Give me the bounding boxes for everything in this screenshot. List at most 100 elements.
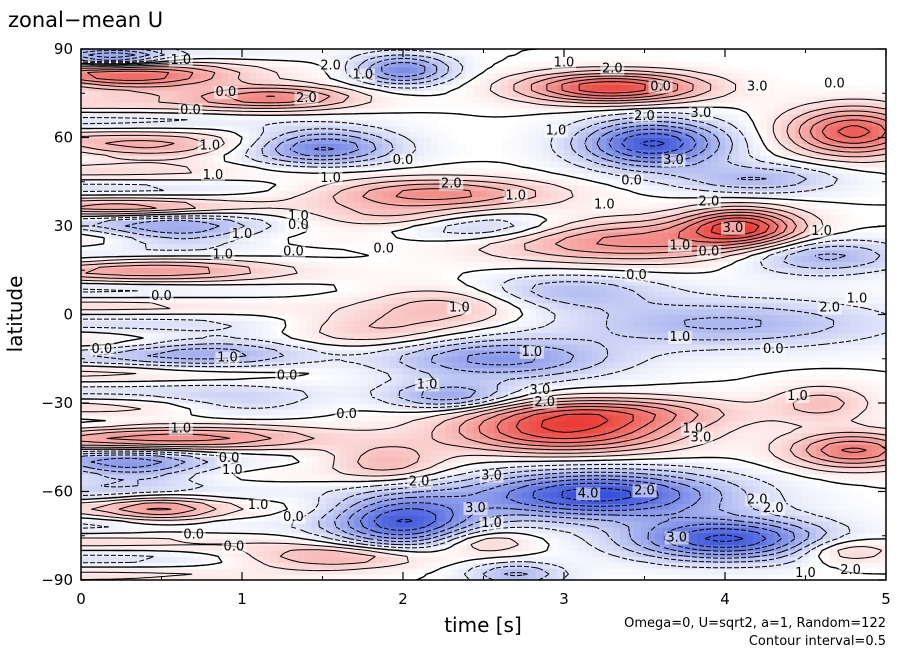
field-cell <box>844 479 852 487</box>
field-cell <box>242 344 250 351</box>
field-cell <box>340 473 348 481</box>
field-cell <box>459 556 467 563</box>
field-cell <box>235 373 243 380</box>
field-cell <box>830 450 838 457</box>
field-cell <box>214 373 222 380</box>
field-cell <box>347 562 355 569</box>
field-cell <box>130 544 138 552</box>
field-cell <box>389 355 397 363</box>
field-cell <box>249 491 257 498</box>
field-cell <box>221 515 229 522</box>
field-cell <box>256 438 264 445</box>
field-cell <box>767 526 775 534</box>
field-cell <box>305 408 313 416</box>
field-cell <box>697 332 705 339</box>
field-cell <box>312 538 320 546</box>
field-cell <box>298 467 306 475</box>
field-cell <box>214 562 222 569</box>
field-cell <box>284 391 292 398</box>
field-cell <box>592 526 600 534</box>
field-cell <box>851 344 859 351</box>
field-cell <box>697 385 705 392</box>
field-cell <box>529 509 537 516</box>
field-cell <box>256 550 264 557</box>
field-cell <box>165 479 173 487</box>
field-cell <box>795 373 803 380</box>
field-cell <box>473 379 481 386</box>
field-cell <box>515 479 523 487</box>
field-cell <box>200 544 208 552</box>
field-cell <box>445 574 453 580</box>
field-cell <box>480 491 488 498</box>
field-cell <box>263 403 271 410</box>
field-cell <box>858 397 866 404</box>
field-cell <box>438 462 446 469</box>
field-cell <box>851 426 859 434</box>
field-cell <box>816 373 824 380</box>
field-cell <box>739 361 747 369</box>
field-cell <box>788 509 796 516</box>
field-cell <box>312 379 320 386</box>
field-cell <box>508 526 516 534</box>
field-cell <box>228 526 236 534</box>
field-cell <box>599 538 607 546</box>
field-cell <box>221 473 229 481</box>
field-cell <box>641 426 649 434</box>
field-cell <box>319 473 327 481</box>
field-cell <box>340 385 348 392</box>
field-cell <box>207 556 215 563</box>
field-cell <box>739 367 747 375</box>
field-cell <box>788 403 796 410</box>
field-cell <box>536 515 544 522</box>
field-cell <box>179 444 187 451</box>
field-cell <box>347 473 355 481</box>
plot-area: 1.0 2.01.00.0 2.00.01.01.00.01.0 2.01.01.00… <box>81 49 886 580</box>
field-cell <box>802 521 810 528</box>
field-cell <box>774 568 782 575</box>
field-cell <box>683 556 691 563</box>
field-cell <box>767 450 775 457</box>
field-cell <box>326 403 334 410</box>
field-cell <box>270 479 278 487</box>
field-cell <box>452 473 460 481</box>
field-cell <box>676 414 684 422</box>
field-cell <box>501 420 509 428</box>
field-cell <box>361 456 369 463</box>
field-cell <box>319 332 327 339</box>
field-cell <box>655 562 663 569</box>
field-cell <box>690 450 698 457</box>
field-cell <box>95 432 103 439</box>
field-cell <box>242 432 250 439</box>
field-cell <box>823 326 831 333</box>
field-cell <box>599 332 607 339</box>
field-cell <box>151 556 159 563</box>
field-cell <box>564 538 572 546</box>
field-cell <box>263 574 271 580</box>
field-cell <box>214 568 222 575</box>
field-cell <box>823 338 831 345</box>
field-cell <box>144 509 152 516</box>
field-cell <box>508 355 516 363</box>
field-cell <box>333 420 341 428</box>
field-cell <box>459 503 467 510</box>
field-cell <box>137 373 145 380</box>
field-cell <box>368 373 376 380</box>
field-cell <box>228 326 236 333</box>
field-cell <box>438 526 446 534</box>
field-cell <box>158 361 166 369</box>
field-cell <box>438 438 446 445</box>
field-cell <box>298 397 306 404</box>
field-cell <box>809 403 817 410</box>
field-cell <box>277 462 285 469</box>
field-cell <box>235 414 243 422</box>
field-cell <box>627 420 635 428</box>
field-cell <box>305 462 313 469</box>
field-cell <box>473 349 481 357</box>
field-cell <box>487 438 495 445</box>
field-cell <box>697 497 705 504</box>
field-cell <box>95 503 103 510</box>
field-cell <box>368 450 376 457</box>
field-cell <box>130 403 138 410</box>
field-cell <box>165 473 173 481</box>
field-cell <box>494 562 502 569</box>
